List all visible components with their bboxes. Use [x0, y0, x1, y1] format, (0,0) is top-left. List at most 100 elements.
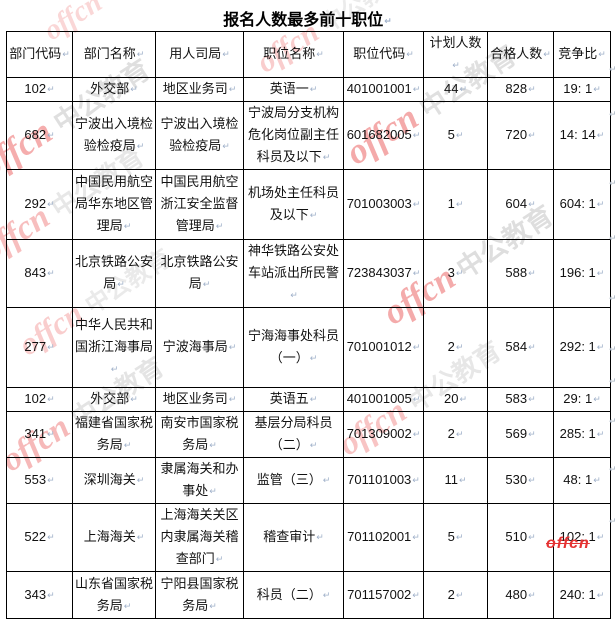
header-text: 部门名称 [83, 46, 136, 61]
table-cell: 277↵ [6, 307, 73, 388]
paragraph-mark-icon: ↵ [593, 476, 601, 486]
paragraph-mark-icon: ↵ [228, 395, 237, 405]
table-cell: 583↵ [487, 387, 554, 412]
cell-text: 山东省国家税务局 [75, 575, 154, 613]
cell-text: 343 [24, 586, 47, 602]
paragraph-mark-icon: ↵ [543, 50, 551, 60]
paragraph-mark-icon: ↵ [528, 131, 536, 141]
table-cell: 401001001↵ [343, 77, 424, 102]
table-cell: 宁波出入境检验检疫局↵ [155, 101, 244, 170]
paragraph-mark-icon: ↵ [596, 430, 605, 440]
header-planned-count: 计划人数 ↵ [423, 31, 488, 78]
cell-text: 588 [505, 265, 528, 280]
cell-text: 1 [447, 196, 455, 211]
table-cell: 上海海关↵ [72, 503, 156, 572]
cell-text: 机场处主任科员及以下 [247, 185, 339, 222]
header-position-name: 职位名称↵ [243, 31, 344, 78]
cell-text: 北京铁路公安局 [75, 254, 154, 291]
cell-text: 神华铁路公安处车站派出所民警 [247, 243, 339, 280]
paragraph-mark-icon: ↵ [412, 430, 421, 440]
table-cell: 29: 1↵ [553, 387, 611, 412]
paragraph-mark-icon: ↵ [455, 269, 464, 279]
table-cell: 上海海关关区内隶属海关稽查部门↵ [155, 503, 244, 572]
cell-text: 宁波海事局 [162, 339, 228, 354]
paragraph-mark-icon: ↵ [309, 395, 318, 405]
table-cell: 监管（三）↵ [243, 457, 344, 504]
paragraph-mark-icon: ↵ [309, 441, 318, 451]
table-cell: 地区业务司↵ [155, 77, 244, 102]
paragraph-mark-icon: ↵ [528, 200, 536, 210]
cell-text: 601682005 [346, 127, 412, 142]
cell-text: 宁波出入境检验检疫局 [160, 116, 239, 153]
cell-text: 196: 1 [559, 265, 596, 280]
table-cell: 701157002↵ [343, 571, 424, 619]
table-cell: 701001012↵ [343, 307, 424, 388]
table-cell: 530↵ [487, 457, 554, 504]
paragraph-mark-icon: ↵ [412, 343, 421, 353]
table-cell: 2↵ [423, 571, 488, 619]
paragraph-mark-icon: ↵ [455, 200, 464, 210]
cell-text: 604: 1 [559, 196, 596, 211]
cell-text: 701003003 [346, 196, 412, 211]
paragraph-mark-icon: ↵ [47, 131, 55, 141]
paragraph-mark-icon: ↵ [528, 430, 536, 440]
cell-text: 14: 14 [559, 127, 596, 142]
paragraph-mark-icon: ↵ [455, 343, 464, 353]
table-cell: 北京铁路公安局↵ [155, 239, 244, 308]
paragraph-mark-icon: ↵ [455, 533, 464, 543]
table-cell: 480↵ [487, 571, 554, 619]
cell-text: 基层分局科员（二） [254, 415, 333, 452]
paragraph-mark-icon: ↵ [222, 142, 230, 152]
table-cell: 240: 1↵ [553, 571, 611, 619]
cell-text: 701309002 [346, 426, 412, 441]
header-text: 竞争比 [558, 46, 598, 61]
paragraph-mark-icon: ↵ [459, 85, 467, 95]
table-row: 522↵ 上海海关↵ 上海海关关区内隶属海关稽查部门↵ 稽查审计↵ 701102001↵… [6, 503, 611, 572]
cell-text: 上海海关 [83, 529, 136, 544]
table-cell: 553↵ [6, 457, 73, 504]
table-cell: 701101003↵ [343, 457, 424, 504]
table-cell: 宁海海事处科员（一）↵ [243, 307, 344, 388]
paragraph-mark-icon: ↵ [309, 354, 318, 364]
paragraph-mark-icon: ↵ [596, 131, 605, 141]
cell-text: 292: 1 [559, 339, 596, 354]
table-cell: 基层分局科员（二）↵ [243, 411, 344, 458]
cell-text: 584 [505, 339, 528, 354]
cell-text: 682 [24, 127, 47, 142]
cell-text: 监管（三） [256, 472, 322, 487]
cell-text: 530 [505, 472, 528, 487]
paragraph-mark-icon: ↵ [412, 395, 421, 405]
cell-text: 401001005 [346, 391, 412, 406]
cell-text: 11 [444, 472, 458, 487]
paragraph-mark-icon: ↵ [528, 395, 536, 405]
header-dept-code: 部门代码↵ [6, 31, 73, 78]
paragraph-mark-icon: ↵ [62, 50, 70, 60]
table-cell: 292↵ [6, 169, 73, 240]
paragraph-mark-icon: ↵ [136, 142, 145, 152]
table-cell: 196: 1↵ [553, 239, 611, 308]
table-cell: 723843037↵ [343, 239, 424, 308]
table-cell: 720↵ [487, 101, 554, 170]
table-cell: 福建省国家税务局↵ [72, 411, 156, 458]
cell-text: 地区业务司 [162, 81, 228, 96]
table-cell: 584↵ [487, 307, 554, 388]
cell-text: 20 [443, 391, 459, 406]
table-cell: 292: 1↵ [553, 307, 611, 388]
paragraph-mark-icon: ↵ [316, 50, 324, 60]
cell-text: 701101003 [347, 472, 412, 487]
paragraph-mark-icon: ↵ [528, 269, 536, 279]
paragraph-mark-icon: ↵ [47, 533, 55, 543]
table-cell: 510↵ [487, 503, 554, 572]
table-cell: 3↵ [423, 239, 488, 308]
paragraph-mark-icon: ↵ [596, 269, 605, 279]
paragraph-mark-icon: ↵ [452, 61, 460, 71]
header-text: 计划人数 [429, 35, 482, 50]
table-cell: 601682005↵ [343, 101, 424, 170]
header-text: 职位代码 [353, 46, 406, 61]
row-end-mark-icon: ↵ [609, 178, 615, 188]
cell-text: 522 [24, 529, 47, 544]
row-end-mark-icon: ↵ [609, 416, 615, 426]
cell-text: 5 [447, 127, 455, 142]
paragraph-mark-icon: ↵ [412, 533, 420, 543]
offcn-logo: offcn [546, 535, 590, 552]
